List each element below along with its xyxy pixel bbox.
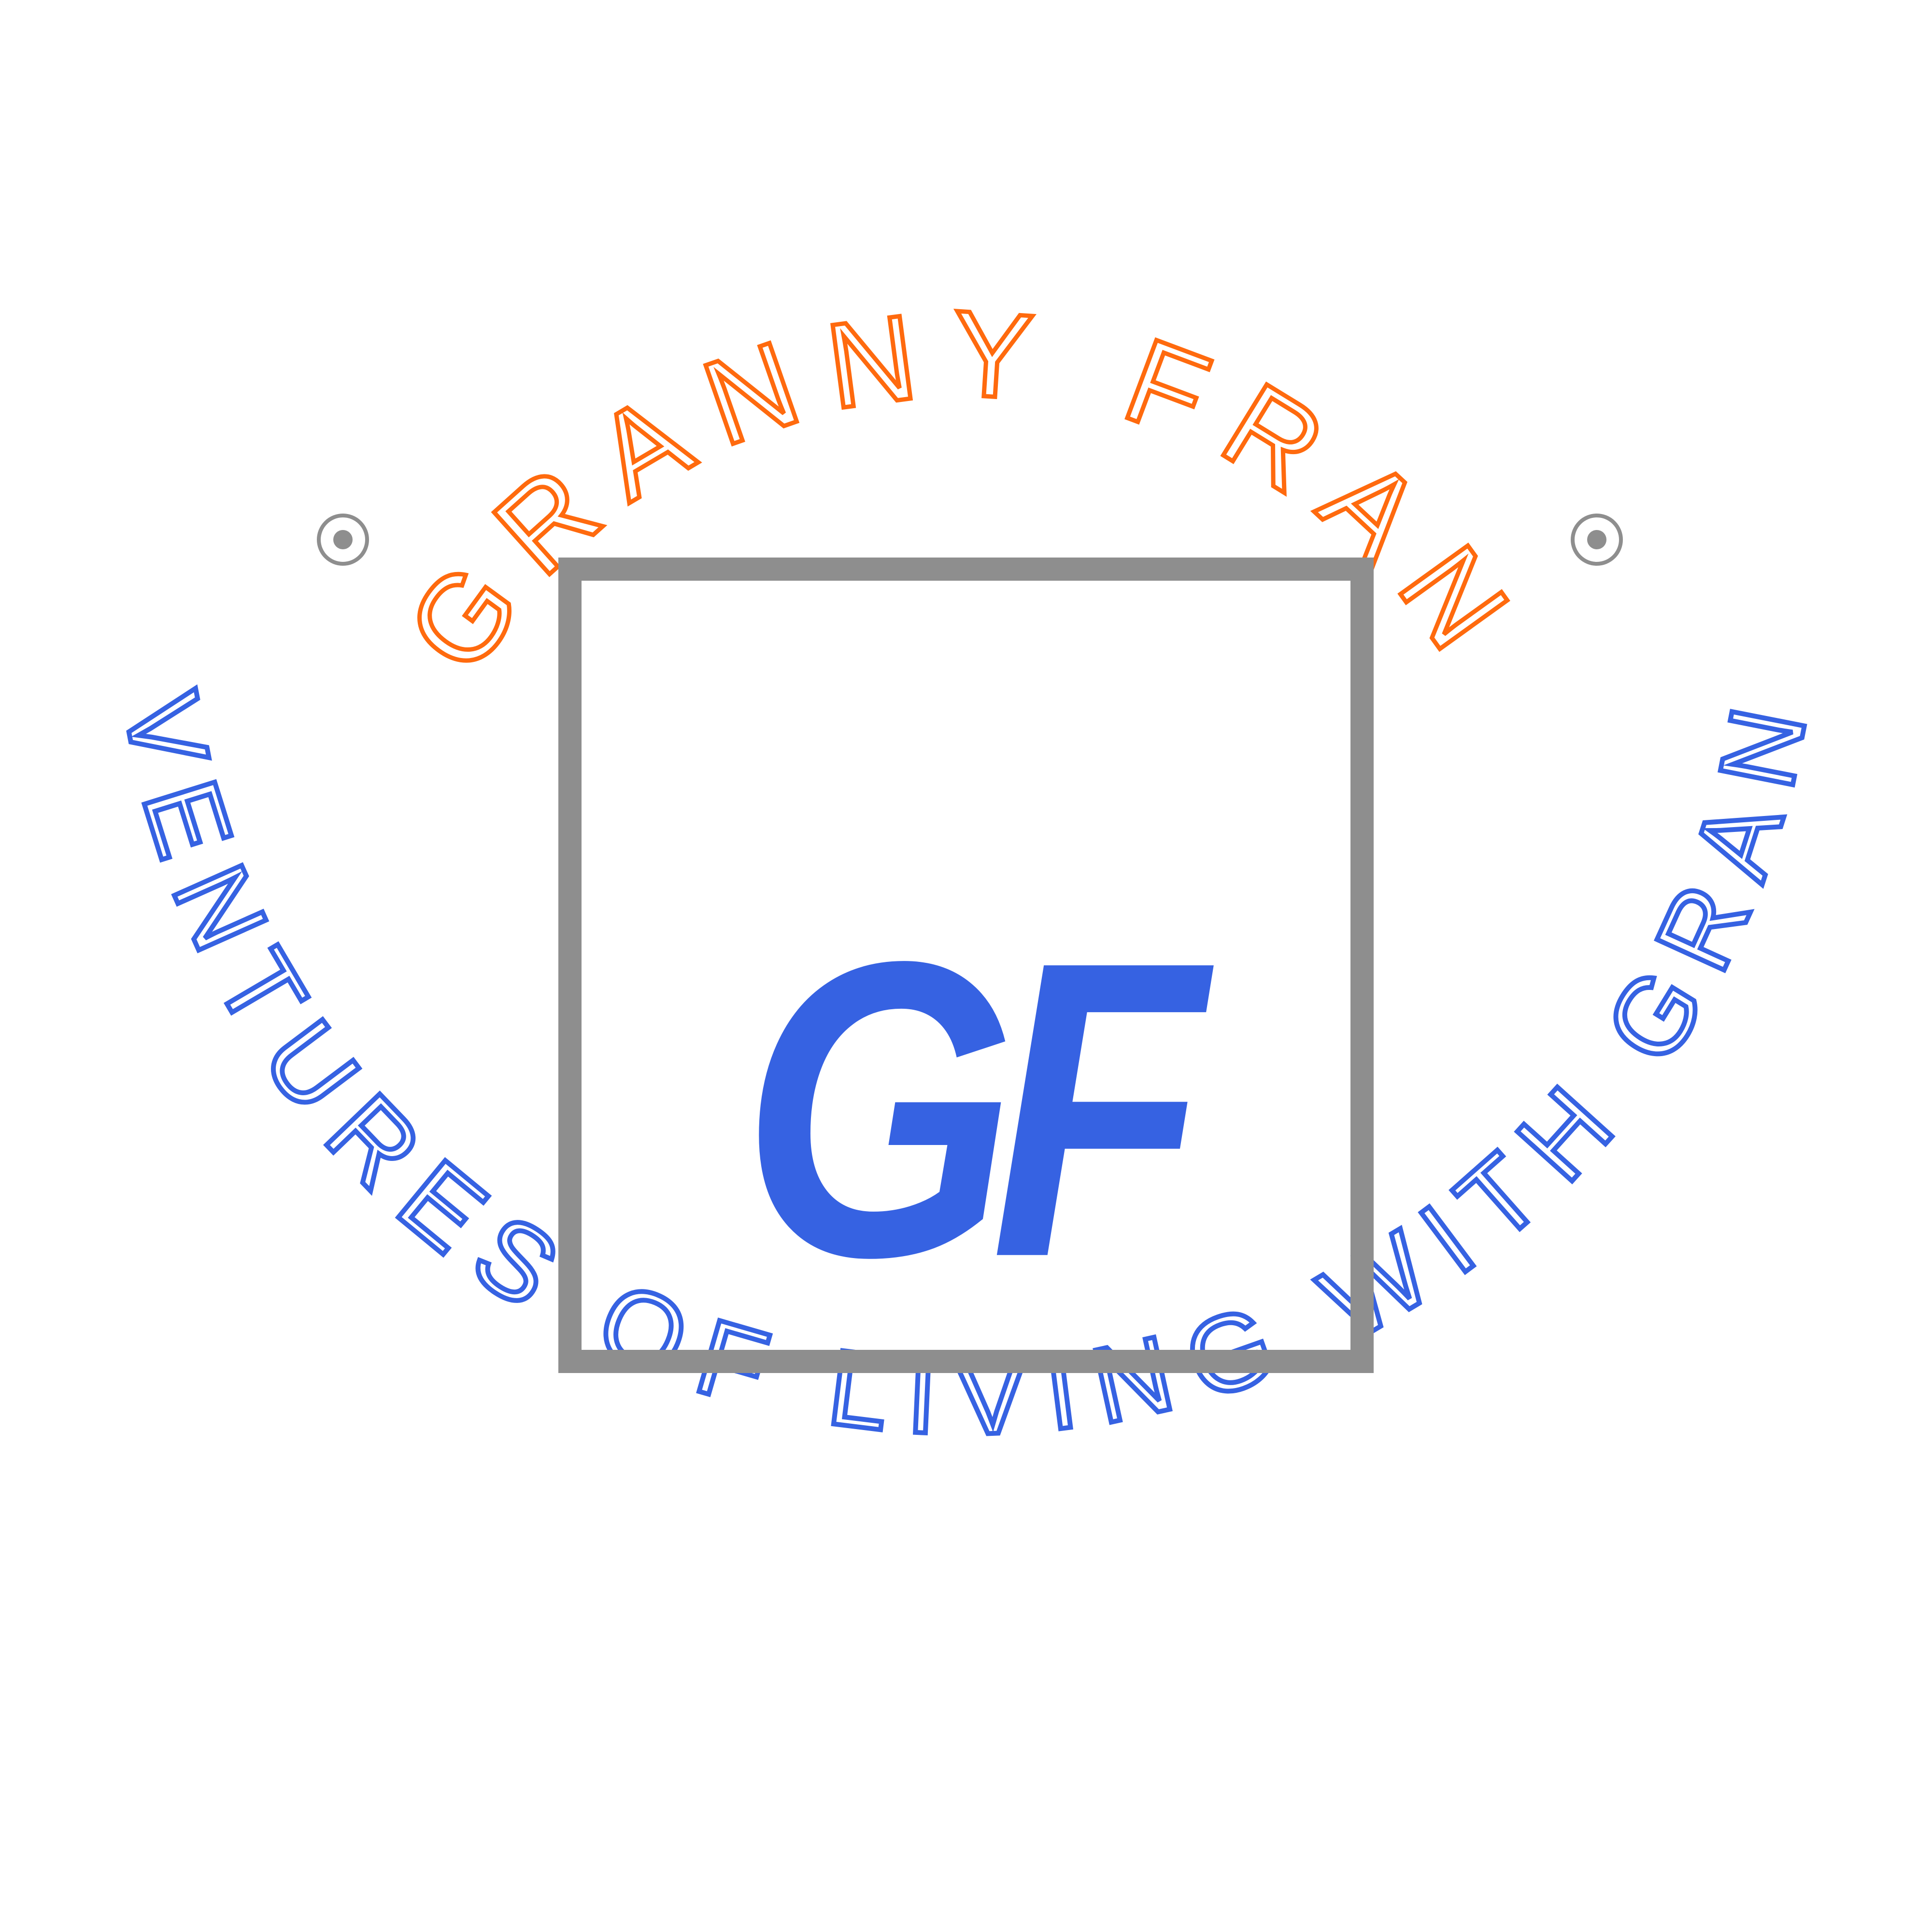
- left-separator-dot-icon: [317, 514, 369, 566]
- right-separator-dot-icon: [1571, 514, 1623, 566]
- center-frame: [558, 558, 1374, 1373]
- monogram: GF: [742, 874, 1217, 1345]
